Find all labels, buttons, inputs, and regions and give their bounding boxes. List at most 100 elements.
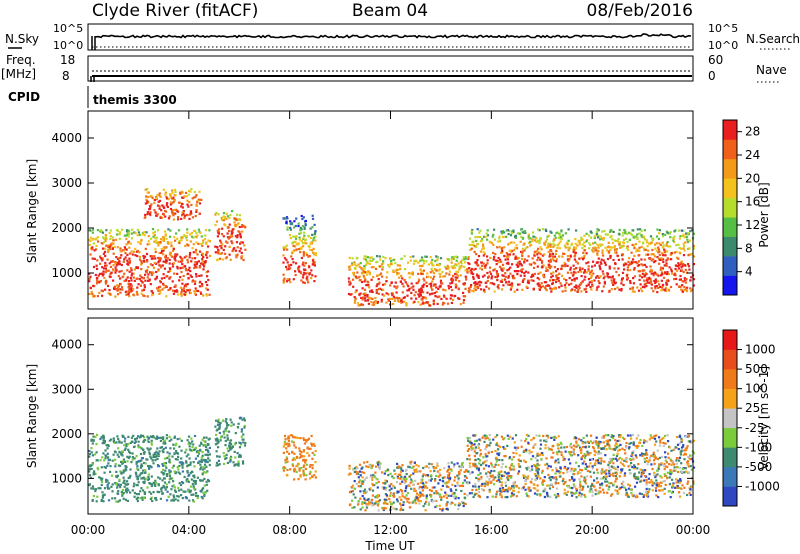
power-echo-pixel (642, 247, 646, 250)
power-echo-pixel (144, 255, 147, 258)
power-echo-pixel (126, 269, 129, 272)
velocity-echo-pixel (143, 451, 146, 454)
power-echo-pixel (353, 299, 357, 302)
velocity-echo-pixel (495, 493, 498, 496)
velocity-echo-pixel (660, 476, 663, 479)
power-echo-pixel (581, 267, 584, 270)
power-echo-pixel (368, 262, 371, 265)
power-echo-pixel (353, 261, 356, 264)
power-echo-pixel (235, 256, 238, 259)
power-echo-pixel (665, 242, 668, 245)
power-echo-pixel (363, 271, 367, 274)
power-echo-pixel (527, 255, 530, 258)
power-echo-pixel (540, 282, 543, 285)
velocity-echo-pixel (384, 479, 387, 482)
velocity-echo-pixel (193, 434, 197, 438)
power-echo-pixel (286, 261, 289, 264)
velocity-echo-pixel (215, 419, 218, 422)
power-echo-pixel (650, 283, 653, 286)
velocity-echo-pixel (147, 473, 150, 476)
nsearch-tick-top: 10^5 (708, 22, 738, 35)
velocity-echo-pixel (303, 442, 306, 445)
power-echo-pixel (186, 243, 189, 246)
power-echo-pixel (174, 255, 177, 258)
power-echo-pixel (152, 271, 155, 275)
velocity-echo-pixel (458, 472, 461, 475)
power-echo-pixel (479, 250, 483, 253)
velocity-echo-pixel (155, 450, 158, 453)
power-echo-pixel (361, 298, 364, 301)
power-echo-pixel (660, 271, 663, 274)
velocity-echo-pixel (580, 495, 583, 498)
velocity-echo-pixel (119, 470, 122, 473)
velocity-echo-pixel (597, 492, 600, 495)
power-echo-pixel (300, 240, 303, 243)
power-echo-pixel (484, 235, 487, 239)
power-echo-pixel (417, 281, 420, 284)
power-echo-pixel (570, 282, 573, 285)
power-echo-pixel (374, 300, 377, 303)
power-echo-pixel (631, 243, 634, 246)
power-echo-pixel (456, 274, 459, 277)
power-echo-pixel (111, 236, 114, 239)
power-echo-pixel (104, 271, 107, 274)
power-echo-pixel (475, 282, 478, 285)
power-echo-pixel (293, 220, 296, 223)
power-echo-pixel (153, 201, 156, 204)
velocity-echo-pixel (645, 451, 648, 454)
power-echo-pixel (188, 253, 191, 256)
power-echo-pixel (119, 247, 122, 250)
power-echo-pixel (421, 264, 424, 267)
power-echo-pixel (626, 269, 629, 272)
power-echo-pixel (425, 260, 428, 263)
power-echo-pixel (540, 261, 544, 264)
velocity-echo-pixel (282, 445, 285, 448)
velocity-echo-pixel (217, 440, 220, 444)
velocity-echo-pixel (288, 442, 291, 446)
power-echo-pixel (443, 275, 447, 278)
power-echo-pixel (389, 257, 392, 260)
power-echo-pixel (483, 235, 486, 238)
velocity-echo-pixel (283, 434, 287, 438)
velocity-echo-pixel (225, 418, 228, 421)
velocity-echo-pixel (351, 499, 354, 502)
power-echo-pixel (400, 299, 403, 302)
velocity-echo-pixel (388, 489, 391, 492)
power-echo-pixel (193, 290, 196, 293)
power-echo-pixel (499, 251, 503, 254)
velocity-echo-pixel (306, 452, 309, 455)
velocity-echo-pixel (162, 464, 165, 467)
power-echo-pixel (554, 236, 557, 239)
power-echo-pixel (687, 233, 690, 236)
power-echo-pixel (578, 257, 581, 260)
power-echo-pixel (109, 243, 113, 246)
power-echo-pixel (439, 279, 443, 282)
power-echo-pixel (162, 260, 165, 263)
velocity-echo-pixel (119, 464, 122, 467)
power-colorbar-label: Power [dB] (757, 182, 771, 247)
power-echo-pixel (569, 254, 572, 257)
power-echo-pixel (445, 267, 448, 270)
velocity-echo-pixel (354, 470, 358, 473)
velocity-echo-pixel (410, 478, 413, 481)
power-echo-pixel (432, 299, 435, 302)
power-echo-pixel (553, 244, 556, 247)
velocity-echo-pixel (107, 444, 110, 447)
power-echo-pixel (305, 277, 308, 280)
power-echo-pixel (665, 259, 668, 262)
velocity-echo-pixel (577, 438, 581, 441)
power-echo-pixel (235, 223, 238, 227)
power-echo-pixel (685, 278, 688, 281)
velocity-echo-pixel (414, 499, 417, 502)
power-echo-pixel (233, 247, 236, 250)
power-echo-pixel (476, 263, 479, 266)
power-echo-pixel (191, 247, 194, 250)
power-echo-pixel (671, 272, 674, 275)
power-echo-pixel (375, 274, 379, 277)
power-echo-pixel (418, 264, 422, 268)
velocity-echo-pixel (230, 424, 233, 427)
power-echo-pixel (368, 259, 371, 262)
power-echo-pixel (385, 301, 388, 304)
velocity-echo-pixel (350, 486, 353, 489)
velocity-echo-pixel (102, 439, 105, 442)
